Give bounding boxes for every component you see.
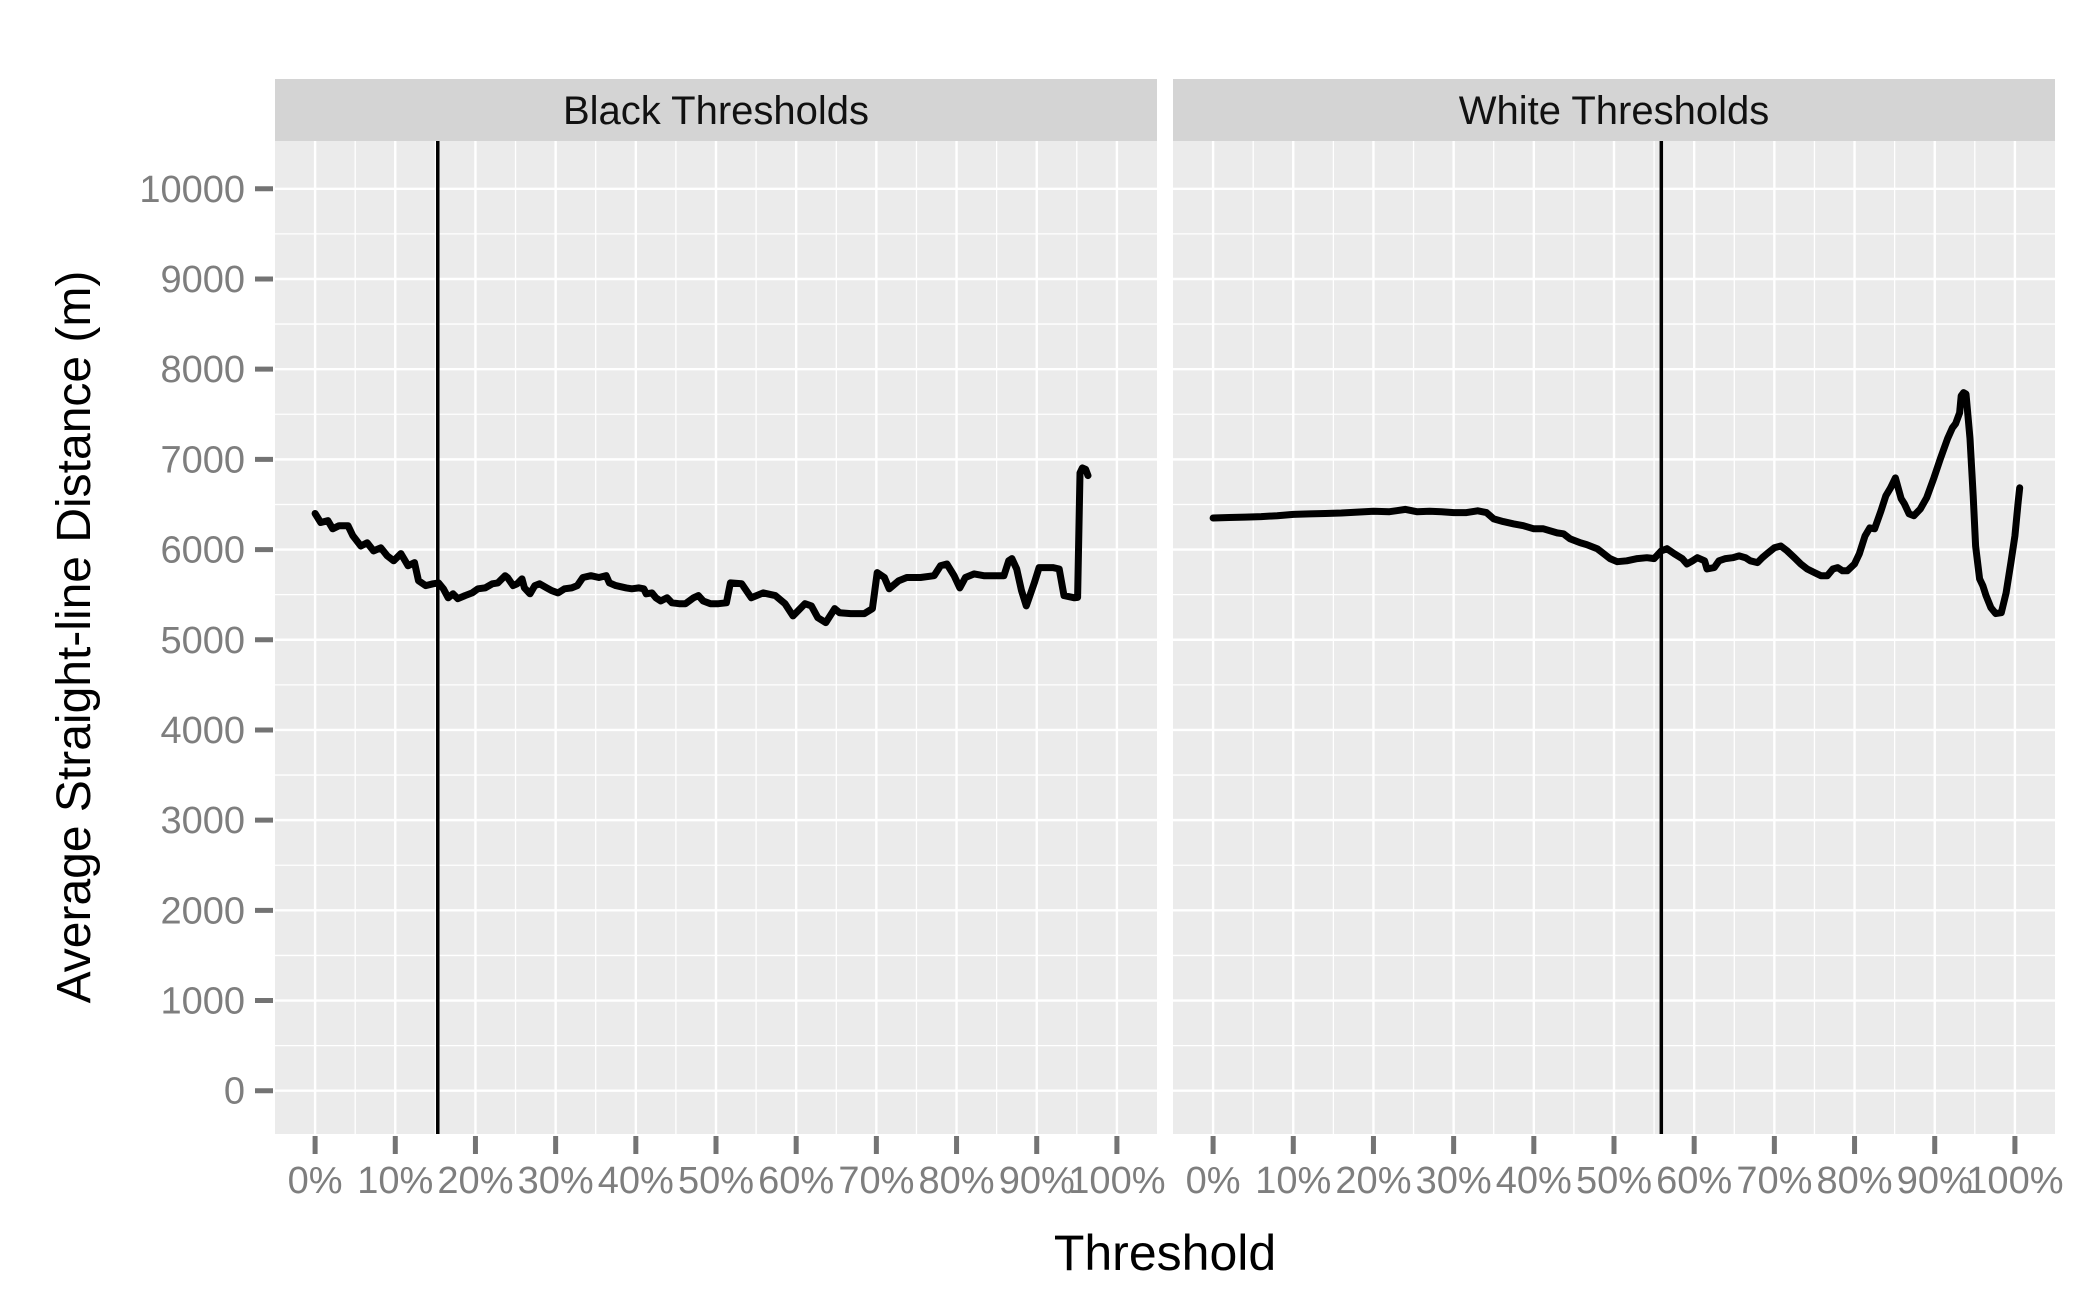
x-tick-label: 40% xyxy=(1496,1160,1572,1202)
x-tick-label: 80% xyxy=(919,1160,995,1202)
y-axis-title: Average Straight-line Distance (m) xyxy=(48,271,101,1004)
x-tick-label: 10% xyxy=(1255,1160,1331,1202)
x-tick-label: 80% xyxy=(1817,1160,1893,1202)
y-tick-label: 0 xyxy=(224,1071,245,1113)
distance-line-series xyxy=(1209,389,2024,618)
x-tick-label: 30% xyxy=(1416,1160,1492,1202)
y-tick-label: 2000 xyxy=(160,890,245,932)
x-tick-label: 10% xyxy=(357,1160,433,1202)
x-tick-label: 40% xyxy=(598,1160,674,1202)
y-tick-label: 5000 xyxy=(160,620,245,662)
x-tick-label: 50% xyxy=(678,1160,754,1202)
y-tick-label: 8000 xyxy=(160,349,245,391)
y-axis-ticks: 0 1000 2000 3000 4000 5000 6000 7000 8000 9000 100… xyxy=(139,169,273,1113)
y-tick-label: 3000 xyxy=(160,800,245,842)
x-tick-label: 20% xyxy=(437,1160,513,1202)
chart-canvas: Black Thresholds White Thresholds 0% 10% 2… xyxy=(48,79,2064,1281)
x-tick-label: 90% xyxy=(999,1160,1075,1202)
facet-strip-label-white: White Thresholds xyxy=(1459,89,1770,133)
axes: 0% 10% 20% 30% 40% 50% 60% 70% 80% 90%100% 0% 10% 20… xyxy=(139,169,2063,1202)
y-tick-label: 4000 xyxy=(160,710,245,752)
y-tick-label: 6000 xyxy=(160,530,245,572)
x-axis-title: Threshold xyxy=(1054,1225,1276,1281)
major-gridlines xyxy=(275,141,1157,1134)
x-tick-label: 70% xyxy=(838,1160,914,1202)
facet-strip-label-black: Black Thresholds xyxy=(563,89,869,133)
y-tick-label: 9000 xyxy=(160,259,245,301)
y-tick-label: 1000 xyxy=(160,981,245,1023)
x-tick-label: 70% xyxy=(1736,1160,1812,1202)
plot-panels xyxy=(275,141,2055,1134)
major-gridlines xyxy=(1173,141,2055,1134)
minor-gridlines xyxy=(1173,141,2055,1134)
panel-black-thresholds xyxy=(275,141,1157,1134)
facet-strip-black-thresholds xyxy=(275,79,1157,141)
x-tick-label: 30% xyxy=(518,1160,594,1202)
x-tick-label: 20% xyxy=(1335,1160,1411,1202)
x-tick-label: 100% xyxy=(1068,1160,1165,1202)
x-axis-ticks: 0% 10% 20% 30% 40% 50% 60% 70% 80% 90%100% xyxy=(1186,1136,2064,1202)
y-tick-label: 7000 xyxy=(160,439,245,481)
faceted-line-chart: Black Thresholds White Thresholds 0% 10% 2… xyxy=(40,16,2080,1296)
x-tick-label: 60% xyxy=(1656,1160,1732,1202)
x-tick-label: 90% xyxy=(1897,1160,1973,1202)
x-tick-label: 50% xyxy=(1576,1160,1652,1202)
x-tick-label: 0% xyxy=(1186,1160,1241,1202)
facet-strip-white-thresholds xyxy=(1173,79,2055,141)
y-tick-label: 10000 xyxy=(139,169,245,211)
x-axis-ticks: 0% 10% 20% 30% 40% 50% 60% 70% 80% 90%100% xyxy=(288,1136,1166,1202)
x-tick-label: 0% xyxy=(288,1160,343,1202)
panel-white-thresholds xyxy=(1173,141,2055,1134)
x-tick-label: 60% xyxy=(758,1160,834,1202)
distance-line-series xyxy=(311,464,1092,627)
x-tick-label: 100% xyxy=(1966,1160,2063,1202)
